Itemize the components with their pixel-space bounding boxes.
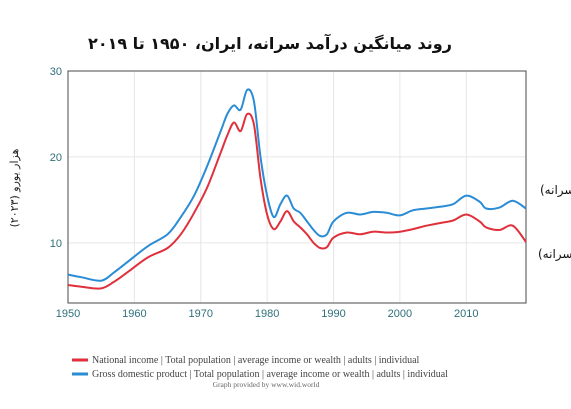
x-tick-label: 1990	[321, 308, 345, 320]
plot-frame	[67, 70, 527, 304]
x-ticks: 1950 1960 1970 1980 1990 2000 2010	[56, 308, 479, 320]
legend: National income | Total population | ave…	[72, 355, 448, 380]
grid	[67, 70, 526, 303]
x-tick-label: 2000	[388, 308, 412, 320]
y-axis-label: هزار یورو (۲۰۲۳)	[8, 148, 21, 227]
credit-text: Graph provided by www.wid.world	[213, 380, 320, 389]
x-tick-label: 1950	[56, 308, 80, 320]
y-ticks: 10 20 30	[50, 66, 62, 250]
x-tick-label: 1980	[255, 308, 279, 320]
x-tick-label: 1970	[189, 308, 213, 320]
y-tick-label: 30	[50, 66, 62, 78]
legend-label-national-income: National income | Total population | ave…	[92, 355, 420, 366]
national-income-series-line	[67, 112, 527, 290]
y-tick-label: 20	[50, 152, 62, 164]
gdp-annotation: محصول ناخالص داخلی (سرانه)	[540, 183, 571, 198]
x-tick-label: 1960	[122, 308, 146, 320]
gdp-series-line	[67, 88, 527, 282]
national-income-annotation: درآمد ملی (سرانه)	[538, 246, 571, 262]
series-lines	[67, 88, 527, 290]
y-tick-label: 10	[50, 238, 62, 250]
x-tick-label: 2010	[454, 308, 478, 320]
chart-title: روند میانگین درآمد سرانه، ایران، ۱۹۵۰ تا…	[88, 33, 452, 53]
legend-label-gdp: Gross domestic product | Total populatio…	[92, 369, 448, 380]
